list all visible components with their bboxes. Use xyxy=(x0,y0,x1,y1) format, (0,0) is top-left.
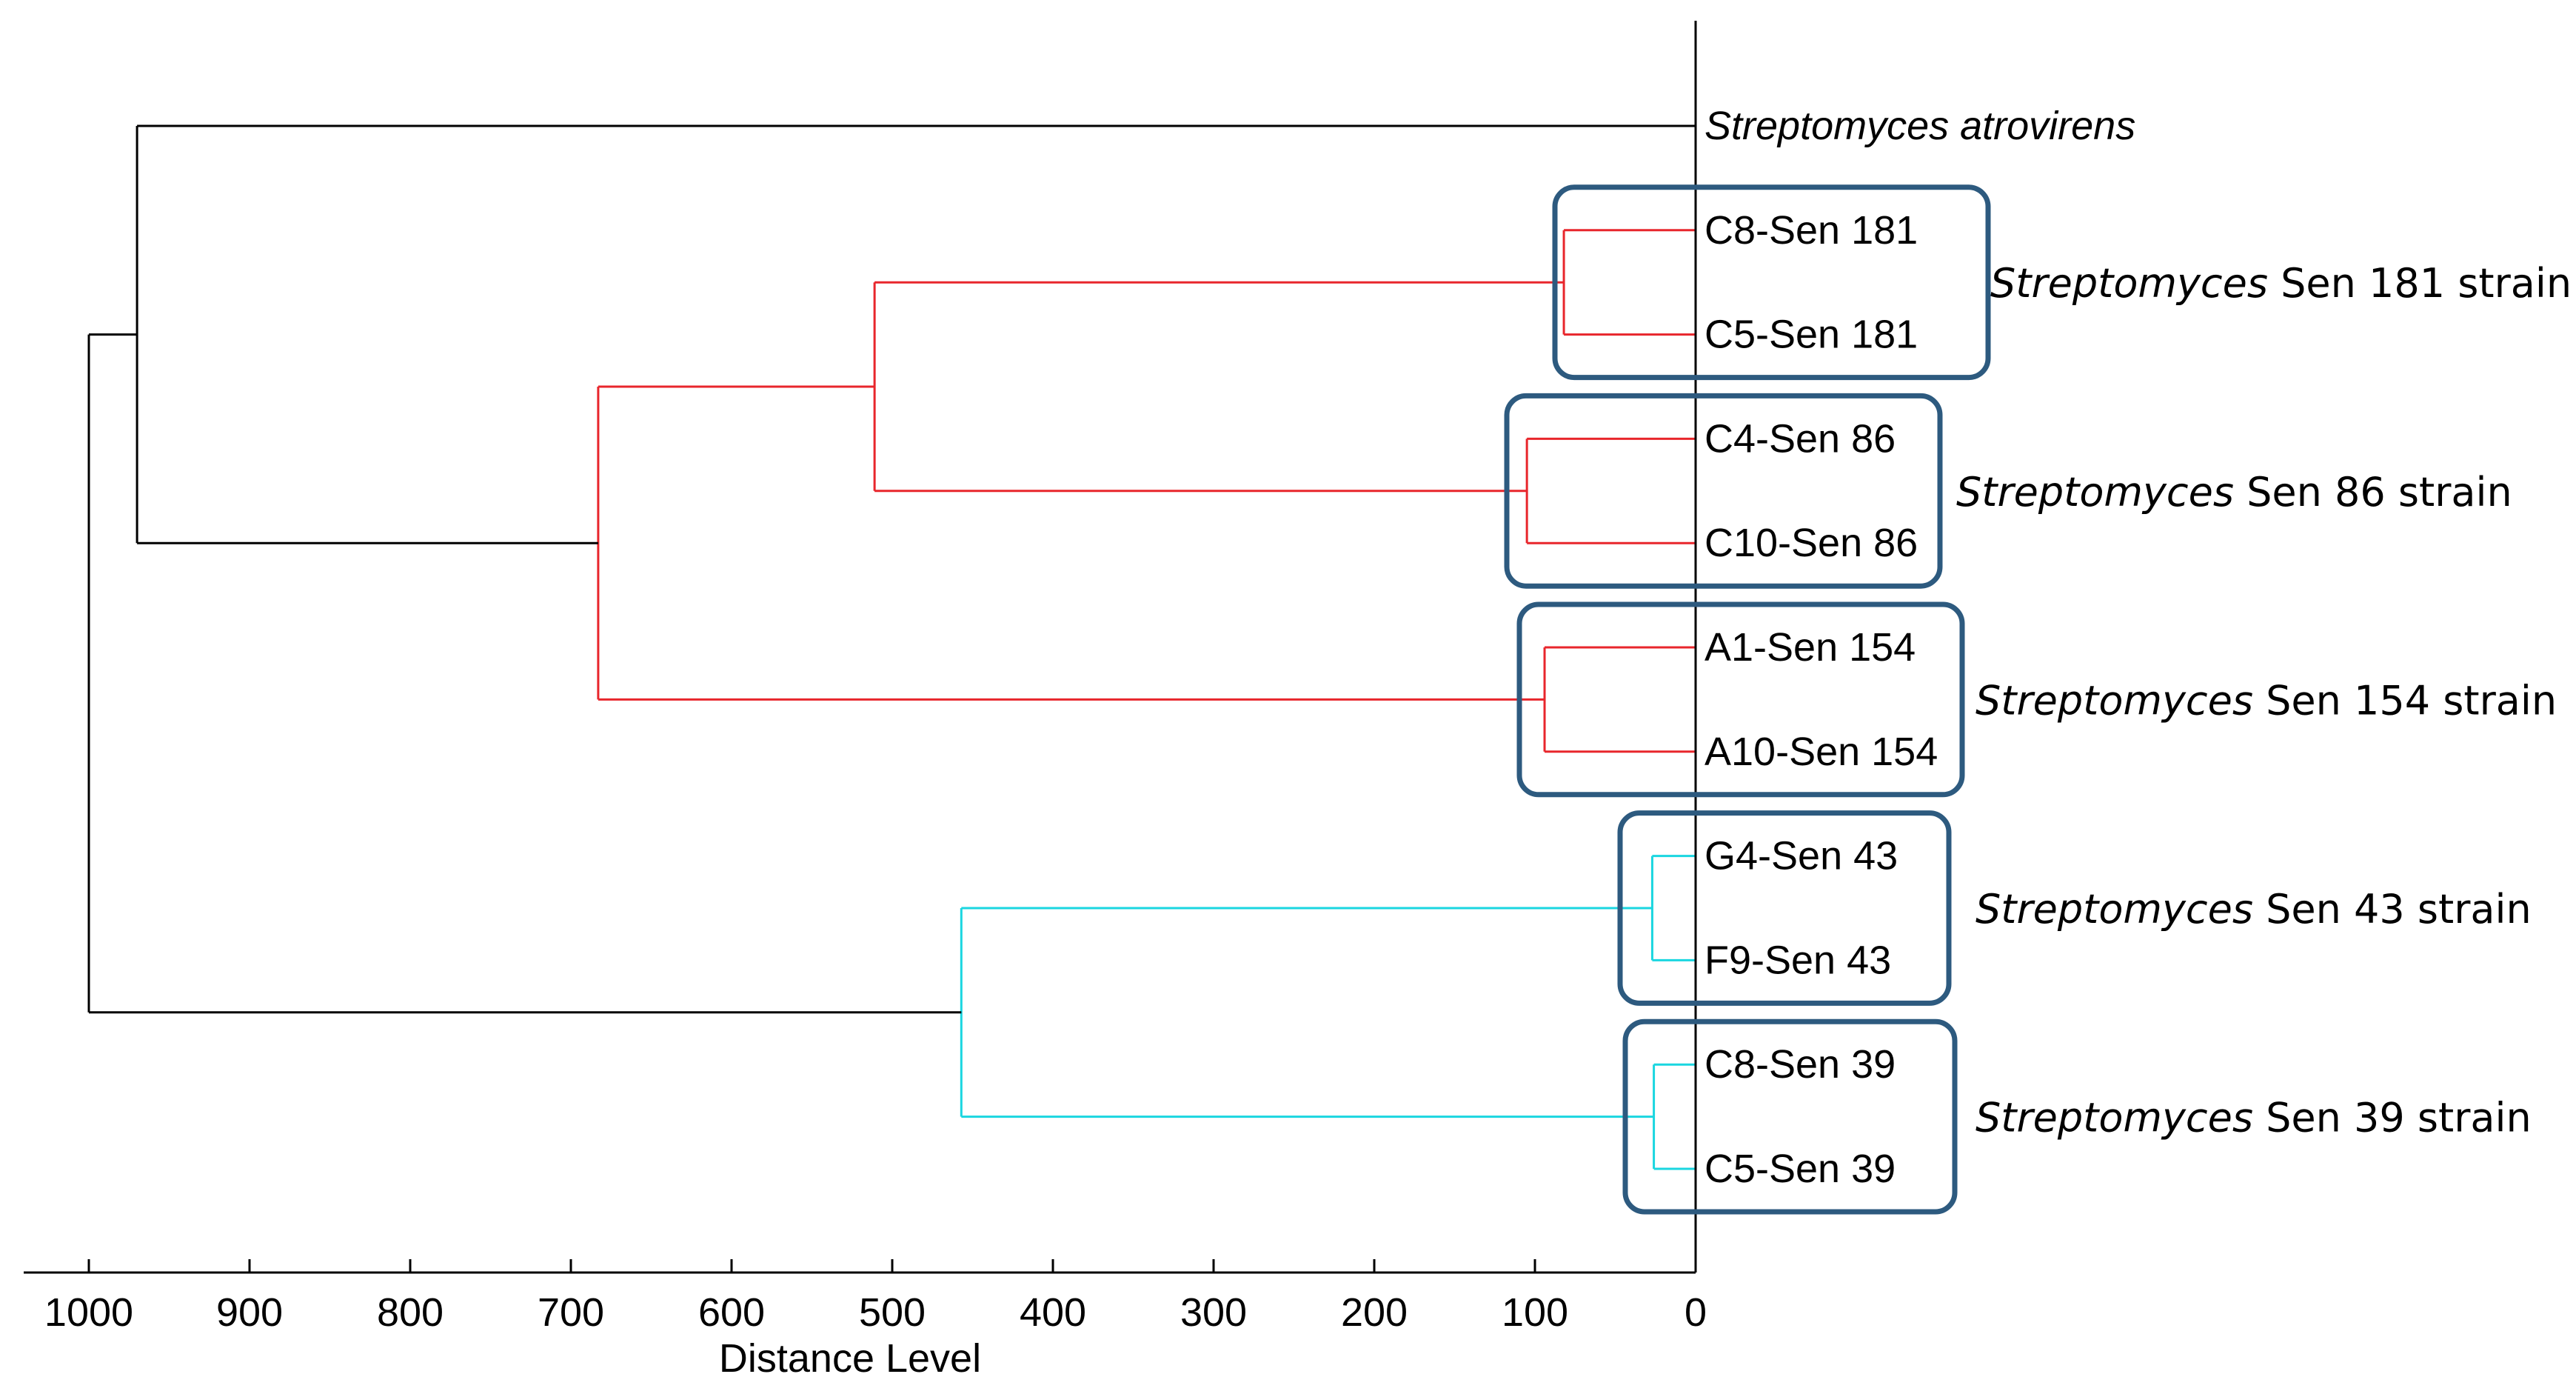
group-label: Streptomyces Sen 154 strain xyxy=(1976,677,2557,724)
leaf-label: C5-Sen 39 xyxy=(1704,1147,1896,1191)
leaf-label: C4-Sen 86 xyxy=(1704,416,1896,461)
x-tick-label: 100 xyxy=(1502,1290,1568,1335)
x-tick-label: 300 xyxy=(1180,1290,1247,1335)
group-label-genus: Streptomyces xyxy=(1976,677,2253,724)
group-label-genus: Streptomyces xyxy=(1956,469,2234,516)
leaf-label: A1-Sen 154 xyxy=(1704,625,1916,670)
x-tick-label: 200 xyxy=(1341,1290,1408,1335)
dendrogram-links xyxy=(87,21,1697,1273)
group-label: Streptomyces Sen 39 strain xyxy=(1976,1095,2532,1141)
group-boxes xyxy=(1504,184,1991,1215)
x-tick-label: 400 xyxy=(1020,1290,1086,1335)
x-axis: 1000 900 800 700 600 500 400 300 200 100 0 xyxy=(24,1259,1707,1335)
leaf-label: C10-Sen 86 xyxy=(1704,521,1918,565)
group-label-strain: Sen 86 strain xyxy=(2234,469,2512,516)
x-axis-title: Distance Level xyxy=(719,1336,981,1381)
x-tick-label: 0 xyxy=(1685,1290,1707,1335)
leaf-label: C8-Sen 39 xyxy=(1704,1042,1896,1087)
x-tick-label: 500 xyxy=(859,1290,926,1335)
group-box-1 xyxy=(1504,393,1943,589)
leaf-label: A10-Sen 154 xyxy=(1704,730,1938,774)
group-label: Streptomyces Sen 43 strain xyxy=(1976,886,2532,933)
x-tick-label: 600 xyxy=(698,1290,765,1335)
x-tick-label: 800 xyxy=(377,1290,444,1335)
group-box-4 xyxy=(1622,1018,1958,1215)
x-tick-label: 1000 xyxy=(44,1290,133,1335)
group-label: Streptomyces Sen 86 strain xyxy=(1956,469,2512,516)
group-box-0 xyxy=(1552,184,1991,381)
group-label-strain: Sen 43 strain xyxy=(2253,886,2532,933)
leaf-label: C8-Sen 181 xyxy=(1704,208,1918,253)
group-label-genus: Streptomyces xyxy=(1976,886,2253,933)
group-box-3 xyxy=(1617,810,1952,1006)
leaf-label: C5-Sen 181 xyxy=(1704,313,1918,357)
group-label-strain: Sen 39 strain xyxy=(2253,1095,2532,1141)
group-box-2 xyxy=(1516,601,1965,798)
group-label: Streptomyces Sen 181 strain xyxy=(1990,260,2572,307)
group-label-genus: Streptomyces xyxy=(1976,1095,2253,1141)
leaf-labels: Streptomyces atrovirens C8-Sen 181 C5-Sen … xyxy=(1704,104,2135,1191)
leaf-label: Streptomyces atrovirens xyxy=(1704,104,2135,148)
group-label-strain: Sen 181 strain xyxy=(2268,260,2572,307)
group-labels: Streptomyces Sen 181 strainStreptomyces … xyxy=(1956,260,2572,1141)
x-tick-label: 900 xyxy=(216,1290,283,1335)
group-label-genus: Streptomyces xyxy=(1990,260,2268,307)
x-tick-label: 700 xyxy=(538,1290,604,1335)
leaf-label: F9-Sen 43 xyxy=(1704,938,1891,982)
group-label-strain: Sen 154 strain xyxy=(2253,677,2557,724)
leaf-label: G4-Sen 43 xyxy=(1704,834,1898,878)
